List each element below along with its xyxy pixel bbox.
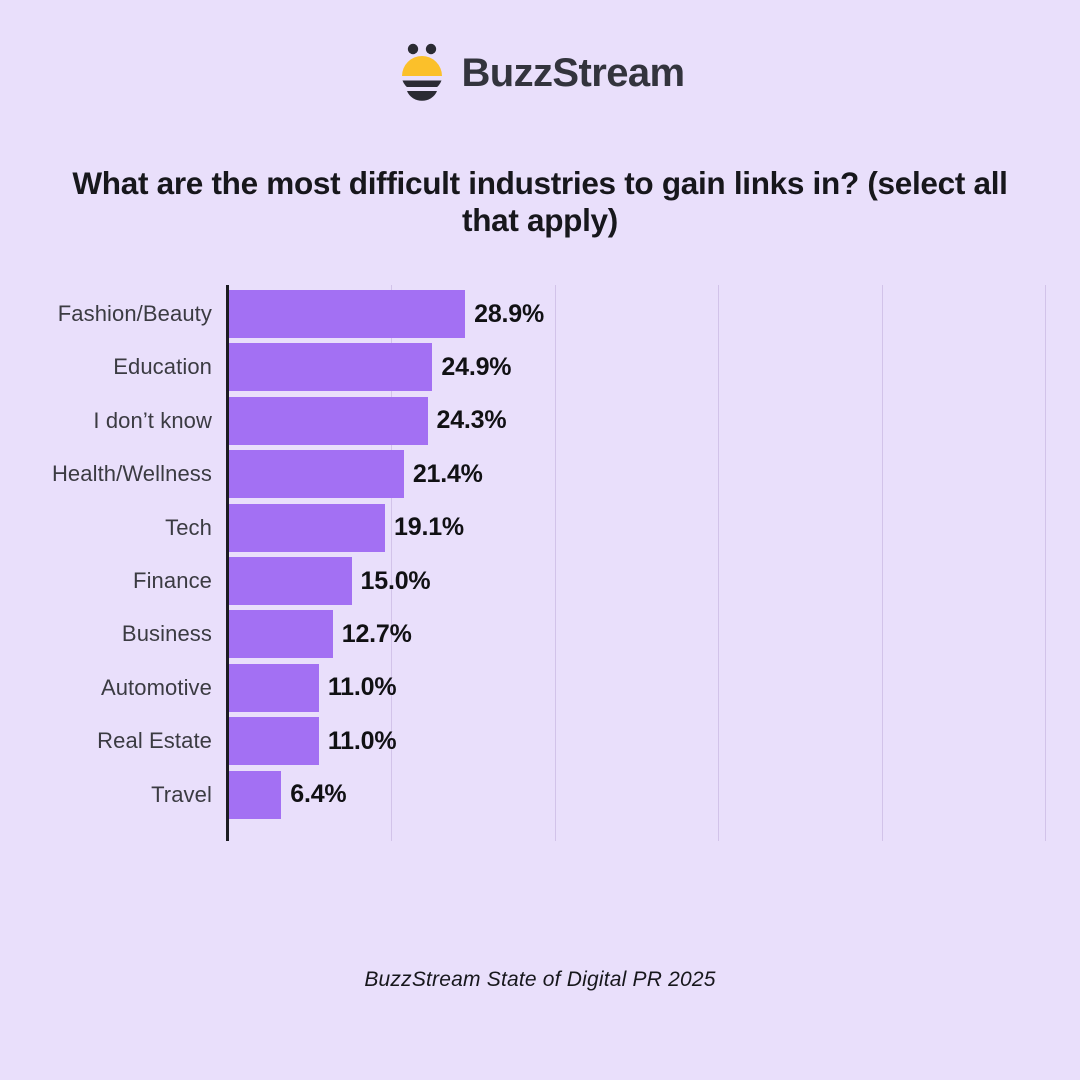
bar-category-label: Automotive [100, 674, 212, 700]
bar-row: Tech 19.1% [0, 503, 1080, 552]
bar-category-label: Fashion/Beauty [57, 301, 212, 326]
bar-value-label: 6.4% [290, 780, 347, 809]
bar-row: Real Estate 11.0% [0, 717, 1080, 766]
bar [229, 557, 352, 605]
bar [229, 343, 433, 392]
bee-icon [396, 42, 448, 104]
source-caption: BuzzStream State of Digital PR 2025 [364, 968, 716, 991]
bar-value-label: 28.9% [474, 299, 544, 328]
bar-category-label: Travel [151, 781, 212, 807]
bar-value-label: 24.3% [436, 406, 507, 435]
brand-logo: BuzzStream [0, 40, 1080, 106]
bar-category-label: Health/Wellness [51, 461, 212, 487]
bar [229, 450, 404, 499]
bar-value-label: 24.9% [441, 352, 512, 381]
bar-value-label: 11.0% [327, 673, 397, 702]
bar-row: Business 12.7% [0, 610, 1080, 659]
bar-category-label: Business [121, 621, 212, 647]
bar-value-label: 11.0% [327, 726, 397, 755]
bar-row: Education 24.9% [0, 343, 1080, 392]
bar-row: Automotive 11.0% [0, 663, 1080, 712]
bar-category-label: I don’t know [93, 407, 212, 433]
bar-row: I don’t know 24.3% [0, 396, 1080, 445]
bar [229, 770, 282, 819]
chart-bars: Fashion/Beauty 28.9% Education 24.9% I don’t… [0, 285, 1080, 841]
bar-value-label: 12.7% [341, 619, 412, 648]
bar-chart: Fashion/Beauty 28.9% Education 24.9% I don’t… [0, 285, 1080, 843]
bar [229, 663, 319, 712]
bar [229, 503, 386, 552]
bar-category-label: Finance [133, 568, 212, 593]
bar-category-label: Real Estate [97, 728, 212, 754]
y-axis-line [226, 285, 229, 841]
bar-row: Health/Wellness 21.4% [0, 450, 1080, 499]
bar-value-label: 21.4% [412, 459, 483, 488]
bar-row: Finance 15.0% [0, 557, 1080, 605]
bar-row: Travel 6.4% [0, 770, 1080, 819]
bar-category-label: Tech [165, 514, 212, 540]
bar-category-label: Education [113, 354, 212, 380]
bar [229, 290, 466, 338]
bar-value-label: 15.0% [360, 566, 431, 595]
bar-value-label: 19.1% [394, 513, 464, 542]
chart-title: What are the most difficult industries t… [72, 165, 1008, 239]
bar [229, 717, 319, 766]
bar [229, 610, 333, 659]
bar-row: Fashion/Beauty 28.9% [0, 290, 1080, 338]
brand-name: BuzzStream [461, 51, 686, 95]
bar [229, 396, 428, 445]
